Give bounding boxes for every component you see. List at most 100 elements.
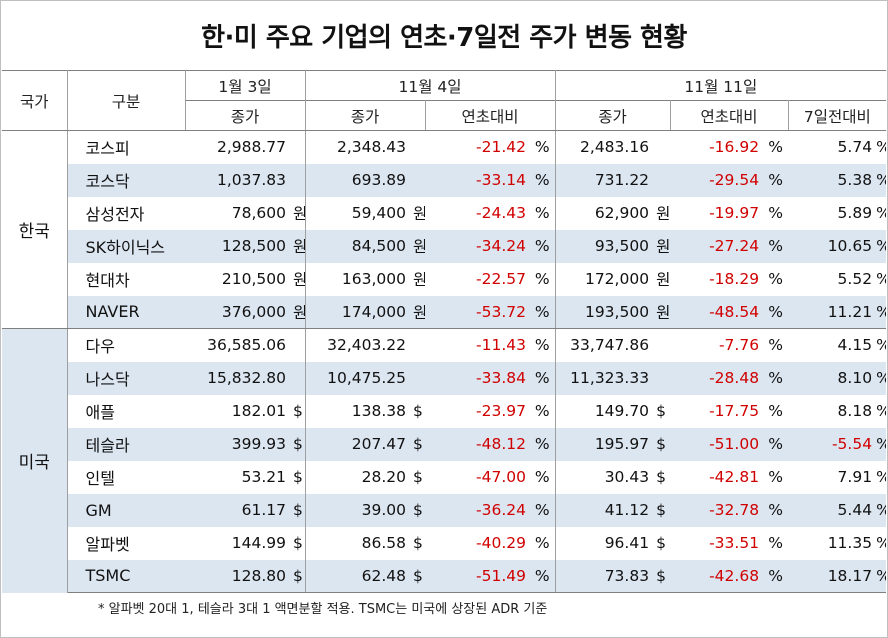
unit-jan3 xyxy=(290,163,306,197)
percent-start-nov11: % xyxy=(763,427,789,461)
change-start-nov4: -40.29 xyxy=(476,534,527,552)
unit-nov11 xyxy=(653,163,671,197)
row-name: 알파벳 xyxy=(85,535,130,554)
close-nov4: 207.47 xyxy=(305,427,411,461)
percent-7days: % xyxy=(876,263,886,296)
change-start-nov11: -32.78 xyxy=(670,493,764,527)
row-name: TSMC xyxy=(67,559,185,593)
percent-start-nov11: % xyxy=(768,402,783,420)
unit-nov11: 원 xyxy=(653,295,671,329)
change-7days: 5.89 xyxy=(837,204,873,222)
close-nov11: 30.43 xyxy=(604,468,650,486)
change-7days: 18.17 xyxy=(788,559,877,593)
change-start-nov11: -28.48 xyxy=(670,361,764,395)
percent-start-nov11: % xyxy=(768,204,783,222)
change-7days: 5.52 xyxy=(837,270,873,288)
change-start-nov11: -33.51 xyxy=(709,534,760,552)
row-name: 다우 xyxy=(85,337,115,357)
percent-nov4: % xyxy=(530,130,556,164)
percent-start-nov11: % xyxy=(763,295,789,329)
close-jan3: 1,037.83 xyxy=(185,163,290,197)
unit-nov4: 원 xyxy=(413,271,426,289)
header-date-jan3: 1월 3일 xyxy=(185,70,306,101)
change-start-nov11: -51.00 xyxy=(670,427,764,461)
close-nov4: 693.89 xyxy=(305,163,411,197)
change-start-nov4: -48.12 xyxy=(425,427,531,461)
percent-start-nov11: % xyxy=(763,361,789,395)
unit-jan3 xyxy=(290,130,306,164)
header-close-3: 종가 xyxy=(555,100,671,131)
percent-nov4: % xyxy=(530,229,556,263)
table-row: 테슬라 399.93 $207.47 $ -48.12% 195.97 $ -51.00% -5… xyxy=(2,427,887,461)
unit-jan3: 원 xyxy=(290,262,306,296)
unit-nov4 xyxy=(410,361,426,395)
close-nov11: 33,747.86 xyxy=(570,336,650,355)
row-name: 현대차 xyxy=(85,271,130,290)
unit-nov4: $ xyxy=(413,534,423,552)
percent-start-nov11: % xyxy=(763,559,789,593)
percent-start-nov11: % xyxy=(768,468,783,486)
header-country: 국가 xyxy=(2,70,68,131)
table-row: 코스닥 1,037.83 693.89 -33.14% 731.22 -29.54% 5.3… xyxy=(2,163,887,197)
row-name: 인텔 xyxy=(85,469,115,488)
percent-7days: % xyxy=(876,163,887,197)
change-7days: 5.74 xyxy=(837,138,873,157)
change-start-nov11: -42.68 xyxy=(670,559,764,593)
unit-nov4 xyxy=(410,163,426,197)
close-nov4: 10,475.25 xyxy=(305,361,411,395)
table-row: NAVER 376,000 원 174,000 원 -53.72% 193,500 원 -48.… xyxy=(2,295,887,329)
percent-nov4: % xyxy=(530,196,556,230)
header-date-nov4: 11월 4일 xyxy=(305,70,556,101)
country-usa: 미국 xyxy=(2,328,68,593)
change-start-nov11: -17.75 xyxy=(709,402,760,420)
unit-jan3: 원 xyxy=(290,229,306,263)
page-title: 한·미 주요 기업의 연초·7일전 주가 변동 현황 xyxy=(201,23,687,53)
change-7days: 4.15 xyxy=(837,336,873,355)
close-nov11: 2,483.16 xyxy=(580,138,650,157)
close-nov11: 96.41 xyxy=(604,534,650,552)
unit-nov11 xyxy=(653,329,670,362)
close-jan3: 399.93 xyxy=(185,427,290,461)
table-row: 알파벳 144.99 $86.58 $ -40.29% 96.41 $ -33.51% 11.3… xyxy=(2,526,886,560)
close-jan3: 144.99 xyxy=(231,534,286,552)
percent-7days: % xyxy=(876,527,886,560)
unit-nov4: $ xyxy=(410,493,426,527)
close-nov11: 731.22 xyxy=(555,163,654,197)
change-start-nov11: -27.24 xyxy=(670,229,764,263)
close-nov11: 62,900 xyxy=(594,204,650,222)
percent-7days: % xyxy=(876,329,886,362)
unit-nov11: $ xyxy=(656,402,666,420)
unit-nov4: $ xyxy=(413,468,423,486)
close-nov4: 86.58 xyxy=(361,534,407,552)
change-7days: 7.91 xyxy=(837,468,873,486)
row-name: SK하이닉스 xyxy=(67,229,185,263)
percent-7days: % xyxy=(876,395,886,428)
close-jan3: 128,500 xyxy=(185,229,290,263)
footnote: * 알파벳 20대 1, 테슬라 3대 1 액면분할 적용. TSMC는 미국에… xyxy=(98,602,548,617)
percent-start-nov11: % xyxy=(763,163,789,197)
close-nov11: 73.83 xyxy=(555,559,654,593)
close-nov11: 149.70 xyxy=(594,402,650,420)
unit-nov4: 원 xyxy=(410,229,426,263)
unit-nov4 xyxy=(410,329,425,362)
close-nov4: 59,400 xyxy=(351,204,407,222)
header-close-2: 종가 xyxy=(305,100,426,131)
close-nov11: 172,000 xyxy=(584,270,650,288)
unit-nov4: 원 xyxy=(410,295,426,329)
row-name: 테슬라 xyxy=(67,427,185,461)
close-jan3: 78,600 xyxy=(231,204,286,222)
close-jan3: 210,500 xyxy=(221,270,286,288)
unit-nov11: $ xyxy=(653,559,671,593)
header-vs-start-2: 연초대비 xyxy=(425,100,556,131)
close-nov4: 84,500 xyxy=(305,229,411,263)
unit-nov11 xyxy=(653,131,670,164)
change-start-nov4: -51.49 xyxy=(425,559,531,593)
percent-nov4: % xyxy=(530,262,556,296)
change-start-nov11: -19.97 xyxy=(709,204,760,222)
change-start-nov11: -29.54 xyxy=(670,163,764,197)
unit-jan3: $ xyxy=(290,559,306,593)
change-start-nov4: -11.43 xyxy=(476,336,527,355)
percent-7days: % xyxy=(876,461,886,494)
close-jan3: 182.01 xyxy=(231,402,286,420)
